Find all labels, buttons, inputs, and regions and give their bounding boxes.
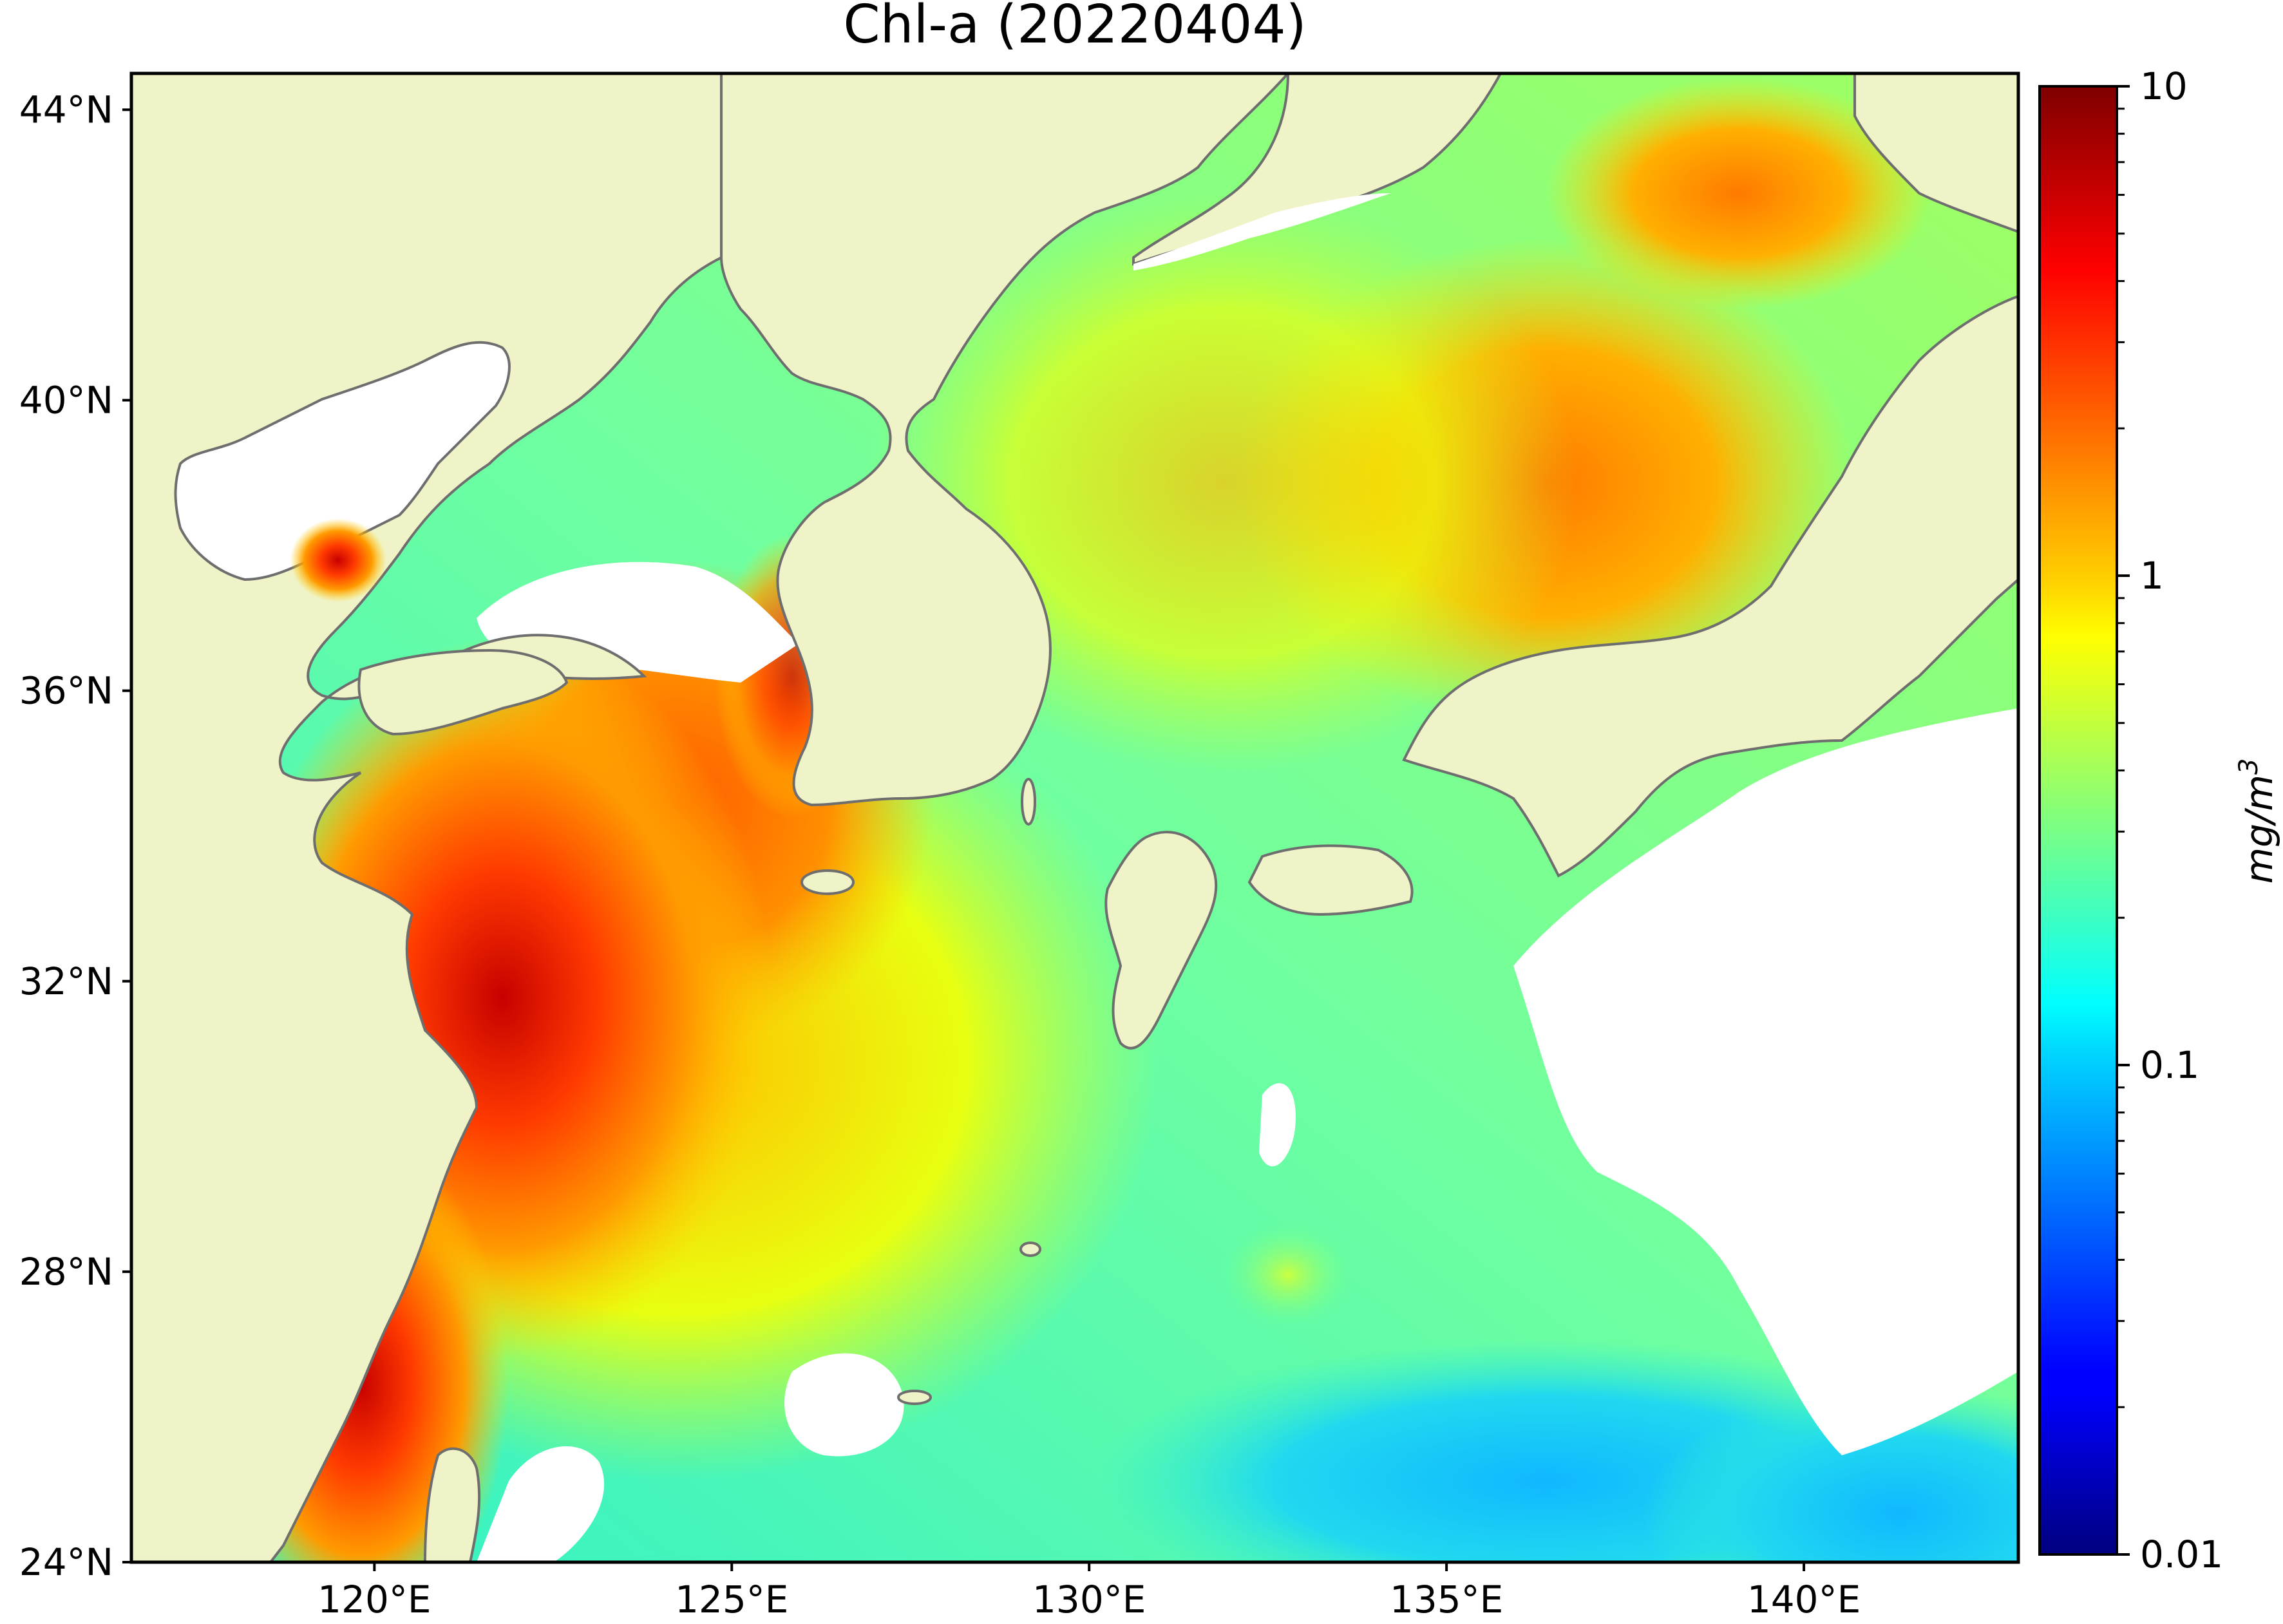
colorbar: 10 1 0.1 0.01 mg/m3	[2038, 64, 2281, 1576]
lat-tick-label: 40°N	[19, 379, 113, 422]
sea-of-japan-north	[1546, 77, 1932, 309]
no-data-peter-great-bay	[1133, 193, 1391, 270]
map-title: Chl-a (20220404)	[843, 0, 1306, 55]
colorbar-tick-label: 1	[2140, 554, 2164, 598]
land-jeju	[800, 869, 855, 895]
land-amami	[1019, 1242, 1041, 1257]
lat-tick-label: 24°N	[19, 1540, 113, 1584]
map-frame	[129, 71, 2020, 1564]
land-taiwan	[423, 1447, 481, 1562]
no-data-taiwan-strait	[477, 1446, 605, 1562]
land-korea	[720, 73, 1290, 807]
land-tsushima	[1021, 778, 1036, 826]
land-shikoku	[1247, 844, 1414, 916]
colorbar-gradient	[2040, 86, 2117, 1554]
lat-tick-label: 44°N	[19, 88, 113, 131]
lat-tick-label: 28°N	[19, 1250, 113, 1294]
colorbar-tick-label: 0.01	[2140, 1533, 2223, 1576]
colorbar-label: mg/m3	[2234, 759, 2281, 884]
oligotrophic-region-east	[1642, 1384, 2018, 1562]
no-data-cloud-center	[1259, 1083, 1296, 1167]
no-data-south-clouds	[784, 1353, 904, 1457]
colorbar-label-exponent: 3	[2234, 759, 2264, 775]
land-shandong	[357, 648, 569, 736]
lon-tick-label: 140°E	[1747, 1578, 1861, 1621]
latitude-axis: 24°N 28°N 32°N 36°N 40°N 44°N	[19, 88, 131, 1584]
colorbar-frame	[2038, 85, 2118, 1556]
colorbar-tick-label: 0.1	[2140, 1043, 2199, 1087]
lon-tick-label: 130°E	[1032, 1578, 1146, 1621]
land-hokkaido	[1853, 73, 2018, 234]
lon-tick-label: 125°E	[675, 1578, 788, 1621]
lat-tick-label: 32°N	[19, 959, 113, 1003]
land-okinawa	[897, 1390, 932, 1405]
map-plot-area	[131, 73, 2018, 1562]
lat-tick-label: 36°N	[19, 669, 113, 713]
ocean-eddy	[1217, 1217, 1359, 1333]
no-data-bohai-sea	[174, 341, 511, 581]
colorbar-ticks: 10 1 0.1 0.01	[2117, 64, 2223, 1576]
longitude-axis: 120°E 125°E 130°E 135°E 140°E	[317, 1562, 1861, 1621]
no-data-cloud-east	[1513, 708, 2018, 1455]
land-honshu	[1402, 294, 2018, 878]
land-kyushu	[1104, 831, 1218, 1050]
colorbar-label-base: mg/m	[2237, 775, 2281, 883]
laizhou-bay-bloom	[290, 518, 386, 602]
lon-tick-label: 135°E	[1390, 1578, 1503, 1621]
lon-tick-label: 120°E	[317, 1578, 431, 1621]
colorbar-tick-label: 10	[2140, 64, 2188, 108]
